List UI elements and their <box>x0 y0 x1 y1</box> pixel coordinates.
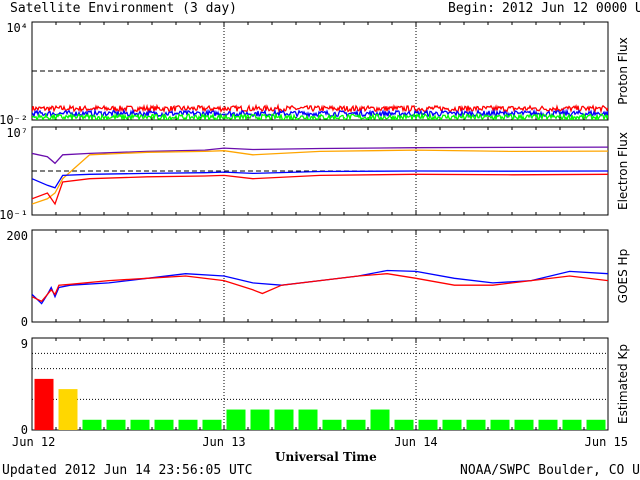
y-tick-label-top: 10⁴ <box>6 21 28 35</box>
kp-bar <box>538 419 558 430</box>
series-line-red <box>32 273 608 303</box>
y-tick-label-top: 10⁷ <box>6 126 28 140</box>
y-tick-label-bottom: 10⁻¹ <box>0 208 28 222</box>
kp-bar <box>202 419 222 430</box>
kp-bar <box>562 419 582 430</box>
kp-bar <box>106 419 126 430</box>
kp-bar <box>178 419 198 430</box>
kp-bar <box>370 409 390 430</box>
kp-bar <box>226 409 246 430</box>
chart-title: Satellite Environment (3 day) <box>10 1 237 16</box>
updated-timestamp: Updated 2012 Jun 14 23:56:05 UTC <box>2 463 253 478</box>
x-tick-label: Jun 15 <box>585 435 628 449</box>
kp-bar <box>322 419 342 430</box>
kp-bar <box>130 419 150 430</box>
kp-bar <box>394 419 414 430</box>
x-axis-label: Universal Time <box>275 450 377 464</box>
kp-bar <box>586 419 606 430</box>
y-axis-label: Proton Flux <box>616 37 630 104</box>
panel-proton-flux: 10⁴ 10⁻² Proton Flux <box>0 21 630 127</box>
y-axis-label: Electron Flux <box>616 132 630 210</box>
y-axis-label: GOES Hp <box>616 249 630 303</box>
y-tick-label-bottom: 0 <box>21 315 28 329</box>
series-line-red <box>32 173 608 206</box>
panel-frame <box>31 337 609 431</box>
x-tick-label: Jun 13 <box>202 435 245 449</box>
y-axis-label: Estimated Kp <box>616 344 630 424</box>
kp-bar <box>250 409 270 430</box>
begin-label: Begin: <box>448 1 495 16</box>
y-tick-label-bottom: 10⁻² <box>0 113 28 127</box>
series-line-orange <box>32 149 608 205</box>
kp-bar <box>466 419 486 430</box>
y-tick-label-top: 9 <box>21 337 28 351</box>
series-line-purple <box>32 146 608 165</box>
series-line-blue <box>32 170 608 189</box>
kp-bar <box>298 409 318 430</box>
panel-goes-hp: 200 0 GOES Hp <box>6 229 630 329</box>
kp-bar <box>274 409 294 430</box>
kp-bar <box>58 389 78 430</box>
panel-frame <box>31 229 609 323</box>
kp-bar <box>154 419 174 430</box>
kp-bar <box>82 419 102 430</box>
begin-value: 2012 Jun 12 0000 UTC <box>502 1 640 16</box>
kp-bar <box>346 419 366 430</box>
x-tick-label: Jun 14 <box>394 435 437 449</box>
credit-text: NOAA/SWPC Boulder, CO USA <box>460 463 640 478</box>
series-line-blue <box>32 108 608 119</box>
kp-bar <box>514 419 534 430</box>
panel-estimated-kp: 9 0 Estimated Kp <box>21 337 630 437</box>
kp-bar <box>442 419 462 430</box>
kp-bar <box>418 419 438 430</box>
y-tick-label-bottom: 0 <box>21 423 28 437</box>
y-tick-label-top: 200 <box>6 229 28 243</box>
series-line-red <box>32 103 608 114</box>
series-line-blue <box>32 269 608 305</box>
kp-bar <box>490 419 510 430</box>
panel-electron-flux: 10⁷ 10⁻¹ Electron Flux <box>0 126 630 222</box>
series-line-green <box>32 111 608 120</box>
x-tick-label: Jun 12 <box>12 435 55 449</box>
kp-bar <box>34 378 54 430</box>
